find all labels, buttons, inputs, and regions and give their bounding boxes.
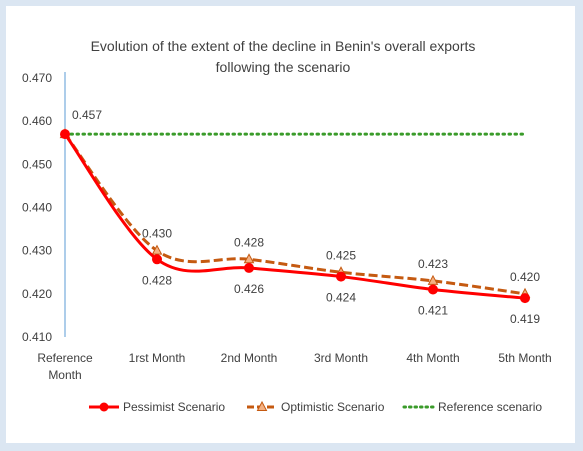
y-tick-label: 0.430 [22,244,52,258]
data-label: 0.421 [418,304,448,318]
chart-panel: Evolution of the extent of the decline i… [6,6,575,443]
x-tick-label: 4th Month [406,351,459,365]
legend-label: Pessimist Scenario [123,400,225,414]
x-tick-label: 2nd Month [221,351,278,365]
y-tick-label: 0.450 [22,157,52,171]
data-label: 0.425 [326,248,356,262]
legend-circle-marker [99,402,109,412]
legend-label: Reference scenario [438,400,542,414]
y-tick-label: 0.420 [22,287,52,301]
series-line-optimistic-scenario [63,133,526,296]
y-tick-label: 0.410 [22,330,52,344]
pessimist-point [520,293,530,304]
pessimist-point [428,284,438,295]
data-label: 0.430 [142,227,172,241]
line-chart: Evolution of the extent of the decline i… [22,38,552,414]
optimistic-point [151,244,163,255]
plot-series [59,128,531,304]
data-label: 0.423 [418,257,448,271]
x-tick-label: 3rd Month [314,351,368,365]
data-labels: 0.428 0.426 0.424 0.421 0.419 0.457 0.430 0.428… [72,108,540,326]
pessimist-point [336,271,346,282]
y-tick-label: 0.470 [22,71,52,85]
series-line-pessimist-scenario [63,133,526,300]
x-tick-label: Month [48,368,81,382]
y-tick-label: 0.460 [22,114,52,128]
data-label: 0.420 [510,270,540,284]
legend-label: Optimistic Scenario [281,400,385,414]
chart-title-line-2: following the scenario [216,59,351,75]
chart-title-line-1: Evolution of the extent of the decline i… [91,38,476,54]
chart-title: Evolution of the extent of the decline i… [91,38,476,75]
data-label: 0.424 [326,291,356,305]
pessimist-point [244,262,254,273]
x-tick-label: 5th Month [498,351,551,365]
x-tick-label: Reference [37,351,93,365]
optimistic-point [427,274,439,285]
legend: Pessimist Scenario Optimistic Scenario Ref… [89,400,542,414]
data-label: 0.426 [234,282,264,296]
data-label: 0.419 [510,312,540,326]
pessimist-point [152,254,162,265]
pessimist-point [60,129,70,140]
optimistic-point [243,253,255,264]
data-label: 0.428 [234,235,264,249]
legend-triangle-marker [256,400,268,411]
x-tick-label: 1rst Month [129,351,186,365]
axes: 0.410 0.420 0.430 0.440 0.450 0.460 0.470 Refer… [22,71,552,382]
data-label: 0.457 [72,108,102,122]
y-tick-label: 0.440 [22,201,52,215]
data-label: 0.428 [142,273,172,287]
